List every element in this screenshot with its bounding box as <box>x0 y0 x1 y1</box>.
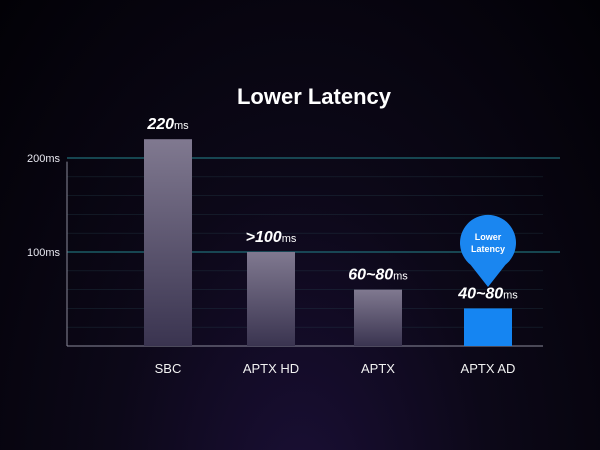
annotation-line-2: Latency <box>471 244 505 254</box>
annotation-pin: Lower Latency <box>460 214 517 287</box>
location-pin-icon <box>460 214 517 287</box>
data-label: 60~80ms <box>348 267 408 284</box>
bar-aptx <box>354 289 402 346</box>
x-tick-label: APTX HD <box>243 361 299 376</box>
labels: SBC 220ms APTX HD >100ms APTX 60~80ms APTX AD 4… <box>146 116 518 376</box>
data-label: >100ms <box>246 229 297 246</box>
x-tick-label: APTX <box>361 361 395 376</box>
bars <box>144 139 512 346</box>
y-tick-label: 100ms <box>27 247 61 259</box>
chart-title: Lower Latency <box>237 84 392 109</box>
y-tick-label: 200ms <box>27 153 61 165</box>
data-label: 220ms <box>146 116 189 133</box>
annotation-line-1: Lower <box>475 232 502 242</box>
bar-aptx-ad <box>464 308 512 346</box>
data-label: 40~80ms <box>457 285 518 302</box>
x-tick-label: APTX AD <box>461 361 516 376</box>
bar-sbc <box>144 139 192 346</box>
bar-aptx-hd <box>247 252 295 346</box>
x-tick-label: SBC <box>155 361 182 376</box>
